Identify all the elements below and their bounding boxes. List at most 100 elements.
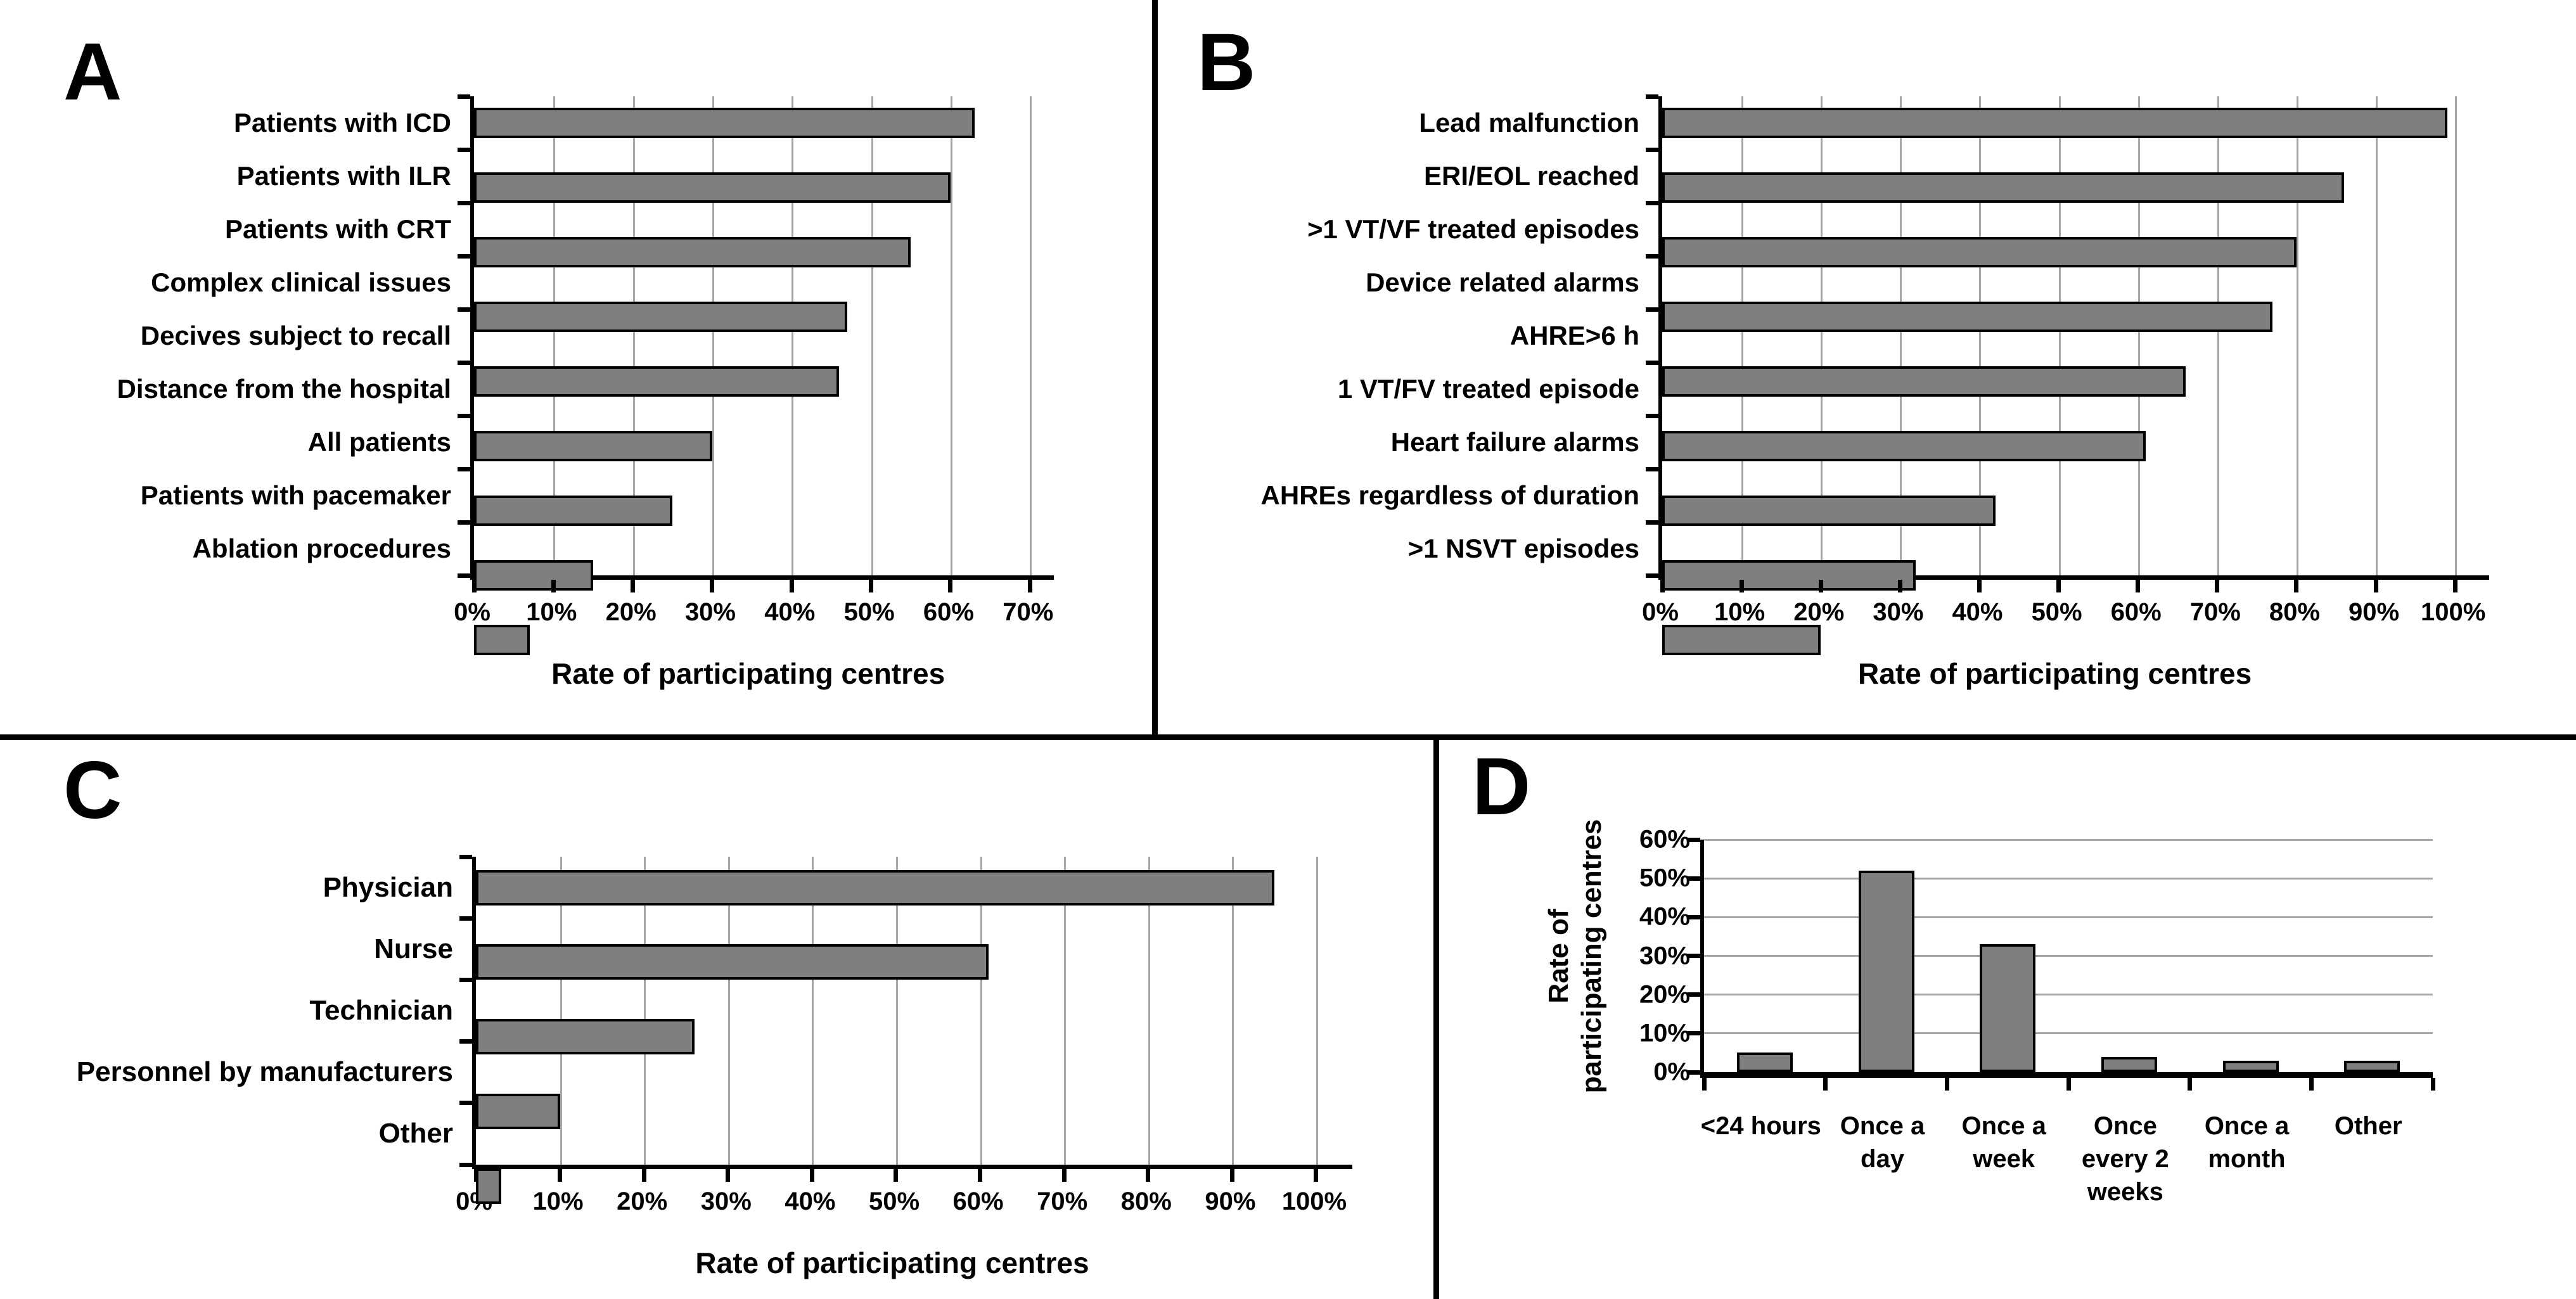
x-axis-tick	[471, 580, 477, 592]
x-axis-tick	[2066, 1078, 2071, 1091]
x-axis-tick	[2215, 580, 2220, 592]
y-axis-tick	[458, 307, 470, 312]
bar	[476, 944, 989, 980]
y-axis-tick-label: 0%	[1653, 1058, 1690, 1086]
y-axis-tick	[1646, 147, 1658, 152]
x-axis-tick-label: 30%	[700, 1187, 752, 1215]
bar-slot	[2190, 840, 2312, 1072]
gridline	[1316, 857, 1318, 1165]
gridline	[712, 96, 714, 575]
bar-slot	[474, 172, 1054, 226]
bar	[2344, 1060, 2400, 1072]
bar-slot	[474, 302, 1054, 355]
gridline	[812, 857, 814, 1165]
x-axis-tick-label: Once every 2 weeks	[2081, 1112, 2169, 1206]
y-axis-tick	[1688, 914, 1700, 919]
category-label: Patients with CRT	[224, 214, 451, 244]
bar-slot	[2311, 840, 2433, 1072]
x-axis-tick	[1027, 580, 1032, 592]
gridline	[560, 857, 562, 1165]
x-axis-tick-label: 70%	[1003, 598, 1054, 626]
x-axis-tick	[948, 580, 953, 592]
x-axis-tick-label: Once a day	[1840, 1112, 1925, 1173]
x-axis-tick-label: 10%	[1714, 598, 1765, 626]
bar	[474, 560, 593, 591]
y-axis-tick	[459, 977, 472, 982]
bar-slot	[1662, 172, 2489, 226]
y-axis-tick	[458, 466, 470, 471]
bar-slot	[1662, 431, 2489, 484]
gridline	[2376, 96, 2378, 575]
gridline	[644, 857, 646, 1165]
category-label: Lead malfunction	[1419, 107, 1639, 138]
panel-divider-vertical-ab	[1152, 0, 1158, 735]
y-axis-tick	[1688, 837, 1700, 842]
gridline	[1704, 994, 2433, 996]
bar	[1980, 944, 2036, 1072]
panel-c-letter: C	[63, 745, 122, 836]
x-axis-tick	[473, 1169, 478, 1182]
category-labels: Lead malfunction ERI/EOL reached >1 VT/VF …	[1176, 96, 1658, 575]
y-axis-tick	[458, 253, 470, 259]
x-axis-tick-labels: <24 hours Once a day Once a week Once every…	[1700, 1110, 2429, 1208]
bar	[476, 1168, 501, 1204]
gridline	[1979, 96, 1982, 575]
gridline	[632, 96, 635, 575]
bar	[474, 237, 911, 267]
y-axis-tick	[458, 413, 470, 418]
plot-area	[458, 94, 1054, 655]
plot-area	[1646, 94, 2489, 655]
panel-b-letter: B	[1197, 17, 1256, 108]
y-axis-tick	[459, 854, 472, 859]
gridline	[1030, 96, 1032, 575]
x-axis-tick-label: 10%	[532, 1187, 584, 1215]
y-axis-tick	[459, 1162, 472, 1167]
x-axis-tick-label: 70%	[2189, 598, 2241, 626]
x-axis-tick-label: 0%	[454, 598, 490, 626]
x-axis-tick	[2136, 580, 2141, 592]
bar	[1662, 108, 2447, 138]
x-axis-tick-label: 60%	[923, 598, 974, 626]
category-label: AHRE>6 h	[1509, 320, 1639, 350]
x-axis-tick-label: 30%	[684, 598, 736, 626]
x-axis-tick	[2309, 1078, 2314, 1091]
panel-divider-horizontal	[0, 734, 2576, 740]
bar	[1662, 496, 1996, 526]
category-label: AHREs regardless of duration	[1260, 480, 1639, 510]
x-axis-tick-label: 60%	[2110, 598, 2162, 626]
bar-slot	[476, 1168, 1352, 1230]
bar-slot	[474, 625, 1054, 678]
gridline	[2058, 96, 2061, 575]
gridline	[2137, 96, 2140, 575]
bar	[476, 1019, 695, 1055]
x-axis-tick	[2430, 1078, 2435, 1091]
bar	[474, 172, 951, 203]
bar-slot	[474, 366, 1054, 419]
panel-c: C Physician Nurse Technician Personnel by m…	[0, 740, 1433, 1299]
x-axis-tick-label: 70%	[1037, 1187, 1088, 1215]
x-axis-tick	[726, 1169, 731, 1182]
bar	[476, 1093, 560, 1129]
gridline	[950, 96, 952, 575]
bar-slot	[2068, 840, 2190, 1072]
panel-divider-vertical-cd	[1433, 734, 1439, 1299]
gridline	[980, 857, 982, 1165]
x-axis-tick-label: 100%	[2421, 598, 2486, 626]
x-axis-tick-label: 40%	[764, 598, 816, 626]
x-axis-tick-label: Once a week	[1961, 1112, 2046, 1173]
bar	[1662, 431, 2146, 461]
bar-slot	[1662, 108, 2489, 161]
y-axis-tick	[1688, 1070, 1700, 1075]
gridline	[1704, 916, 2433, 918]
bar	[1662, 237, 2297, 267]
bar-slot	[474, 560, 1054, 613]
y-axis-tick	[1646, 200, 1658, 205]
bar-slot	[474, 237, 1054, 290]
y-axis-tick	[458, 520, 470, 525]
x-axis-tick-label: 40%	[785, 1187, 836, 1215]
y-axis-tick	[1646, 253, 1658, 259]
y-axis-title: Rate of participating centres	[1543, 819, 1607, 1093]
y-axis-tick-label: 50%	[1639, 864, 1690, 892]
bar-slot	[474, 431, 1054, 484]
y-axis-tick	[1646, 413, 1658, 418]
